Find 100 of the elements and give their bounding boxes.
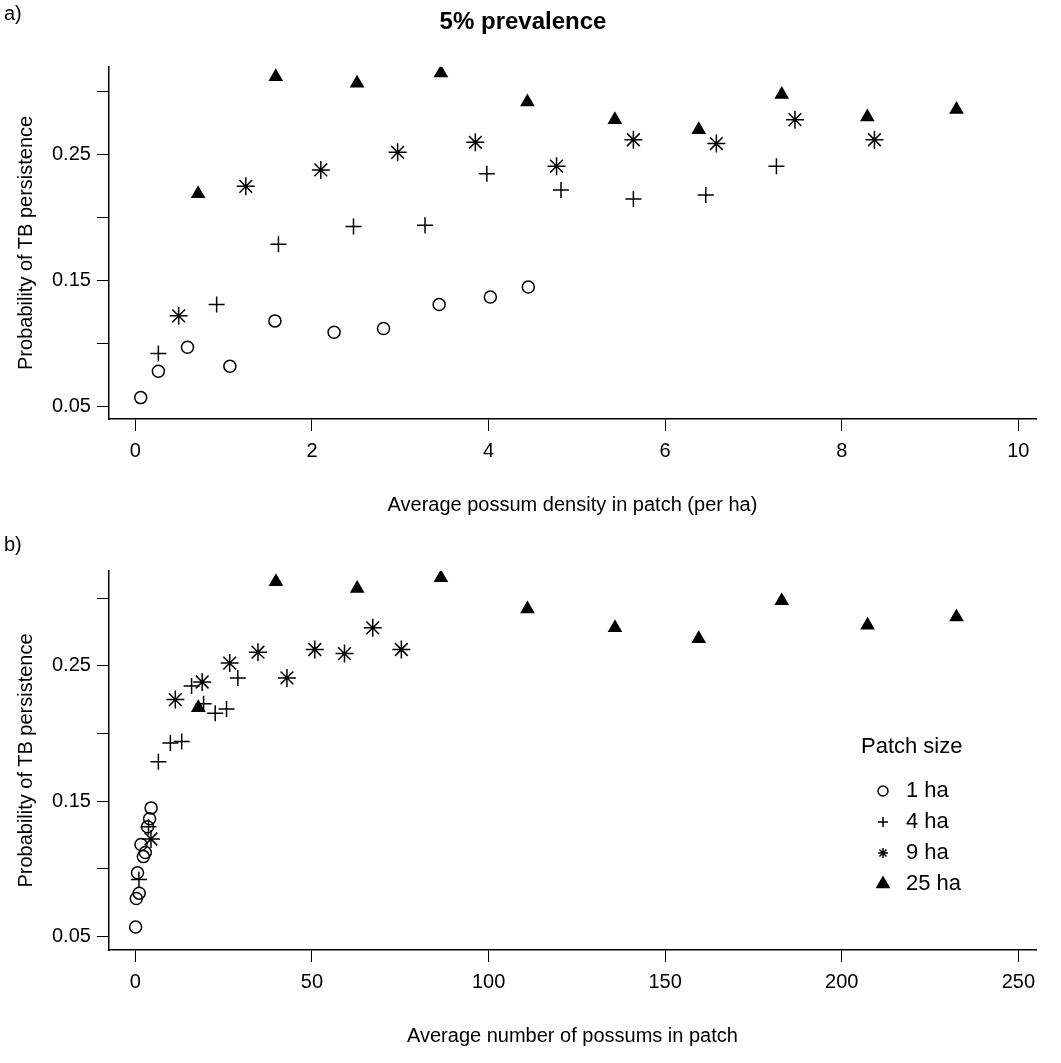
point	[130, 866, 145, 880]
point	[223, 359, 237, 373]
point	[483, 290, 498, 304]
point	[191, 186, 205, 199]
x-tick-label: 4	[483, 438, 495, 461]
point	[608, 111, 622, 124]
y-tick-label: 0.15	[51, 268, 91, 291]
point	[521, 280, 536, 294]
x-tick-label: 150	[648, 969, 682, 992]
point	[168, 306, 189, 326]
point	[192, 672, 212, 692]
point	[949, 101, 964, 114]
point	[217, 700, 236, 718]
point	[350, 75, 364, 88]
point	[269, 574, 283, 587]
point	[165, 689, 186, 710]
point	[864, 130, 885, 150]
point	[229, 669, 247, 687]
point	[277, 668, 297, 688]
y-tick-label: 0.05	[51, 393, 91, 416]
point	[860, 617, 875, 630]
text: a)	[4, 1, 22, 24]
point	[350, 580, 365, 593]
x-tick-label: 100	[471, 969, 506, 992]
point	[141, 829, 161, 849]
text: b)	[4, 532, 22, 555]
point	[311, 160, 331, 180]
point	[608, 620, 622, 633]
point	[327, 325, 341, 339]
point	[149, 344, 168, 363]
point	[546, 156, 567, 176]
point	[552, 181, 570, 199]
point	[219, 653, 240, 673]
point	[520, 94, 535, 107]
x-axis-title: Average possum density in patch (per ha)	[387, 492, 758, 515]
point	[236, 176, 256, 197]
point	[344, 217, 363, 236]
y-tick-label: 0.05	[51, 923, 91, 946]
point	[136, 849, 151, 864]
point	[172, 732, 191, 751]
x-tick-label: 0	[129, 438, 141, 461]
point	[767, 157, 786, 175]
legend-label: 9 ha	[906, 839, 950, 865]
point	[268, 69, 283, 82]
x-tick-label: 2	[306, 438, 318, 461]
x-tick-label: 250	[1001, 969, 1036, 992]
chart-title: 5% prevalence	[439, 7, 607, 35]
legend-label: 1 ha	[906, 777, 950, 803]
point	[206, 704, 224, 722]
point	[138, 845, 153, 860]
x-tick-label: 200	[825, 969, 859, 992]
point	[785, 109, 805, 130]
legend-title: Patch size	[861, 733, 963, 759]
point	[144, 801, 158, 815]
point	[133, 390, 148, 405]
point	[520, 601, 535, 614]
point	[191, 699, 206, 712]
point	[432, 297, 446, 312]
point	[129, 891, 144, 906]
legend-label: 25 ha	[906, 870, 962, 896]
point	[207, 295, 226, 314]
point	[149, 753, 168, 771]
point	[128, 920, 143, 934]
point	[774, 86, 789, 99]
point	[363, 618, 383, 638]
x-axis-title: Average number of possums in patch	[406, 1023, 738, 1046]
point	[142, 811, 157, 826]
point	[248, 642, 268, 662]
point	[132, 886, 146, 900]
point	[130, 870, 148, 889]
point	[151, 364, 166, 378]
point	[478, 164, 496, 183]
point	[774, 593, 789, 606]
x-tick-label: 0	[129, 969, 141, 992]
point	[305, 639, 325, 660]
point	[434, 571, 448, 583]
y-axis-title: Probability of TB persistence	[13, 115, 36, 370]
x-tick-label: 10	[1007, 438, 1030, 461]
y-axis-title: Probability of TB persistence	[13, 633, 36, 888]
x-tick-label: 8	[836, 438, 848, 461]
point	[376, 321, 391, 336]
point	[182, 677, 201, 695]
point	[691, 121, 706, 134]
x-tick-label: 6	[659, 438, 671, 461]
legend-label: 4 ha	[906, 808, 950, 834]
point	[691, 630, 706, 643]
point	[860, 109, 875, 122]
point	[334, 643, 355, 664]
point	[161, 734, 180, 752]
x-tick-label: 50	[300, 969, 324, 992]
y-tick-label: 0.25	[51, 142, 91, 165]
point	[391, 639, 412, 660]
point	[180, 340, 195, 355]
point	[434, 66, 448, 78]
point	[416, 216, 434, 235]
point	[697, 186, 715, 204]
point	[623, 130, 644, 150]
point	[706, 133, 727, 154]
point	[465, 132, 486, 153]
y-tick-label: 0.25	[51, 653, 91, 676]
